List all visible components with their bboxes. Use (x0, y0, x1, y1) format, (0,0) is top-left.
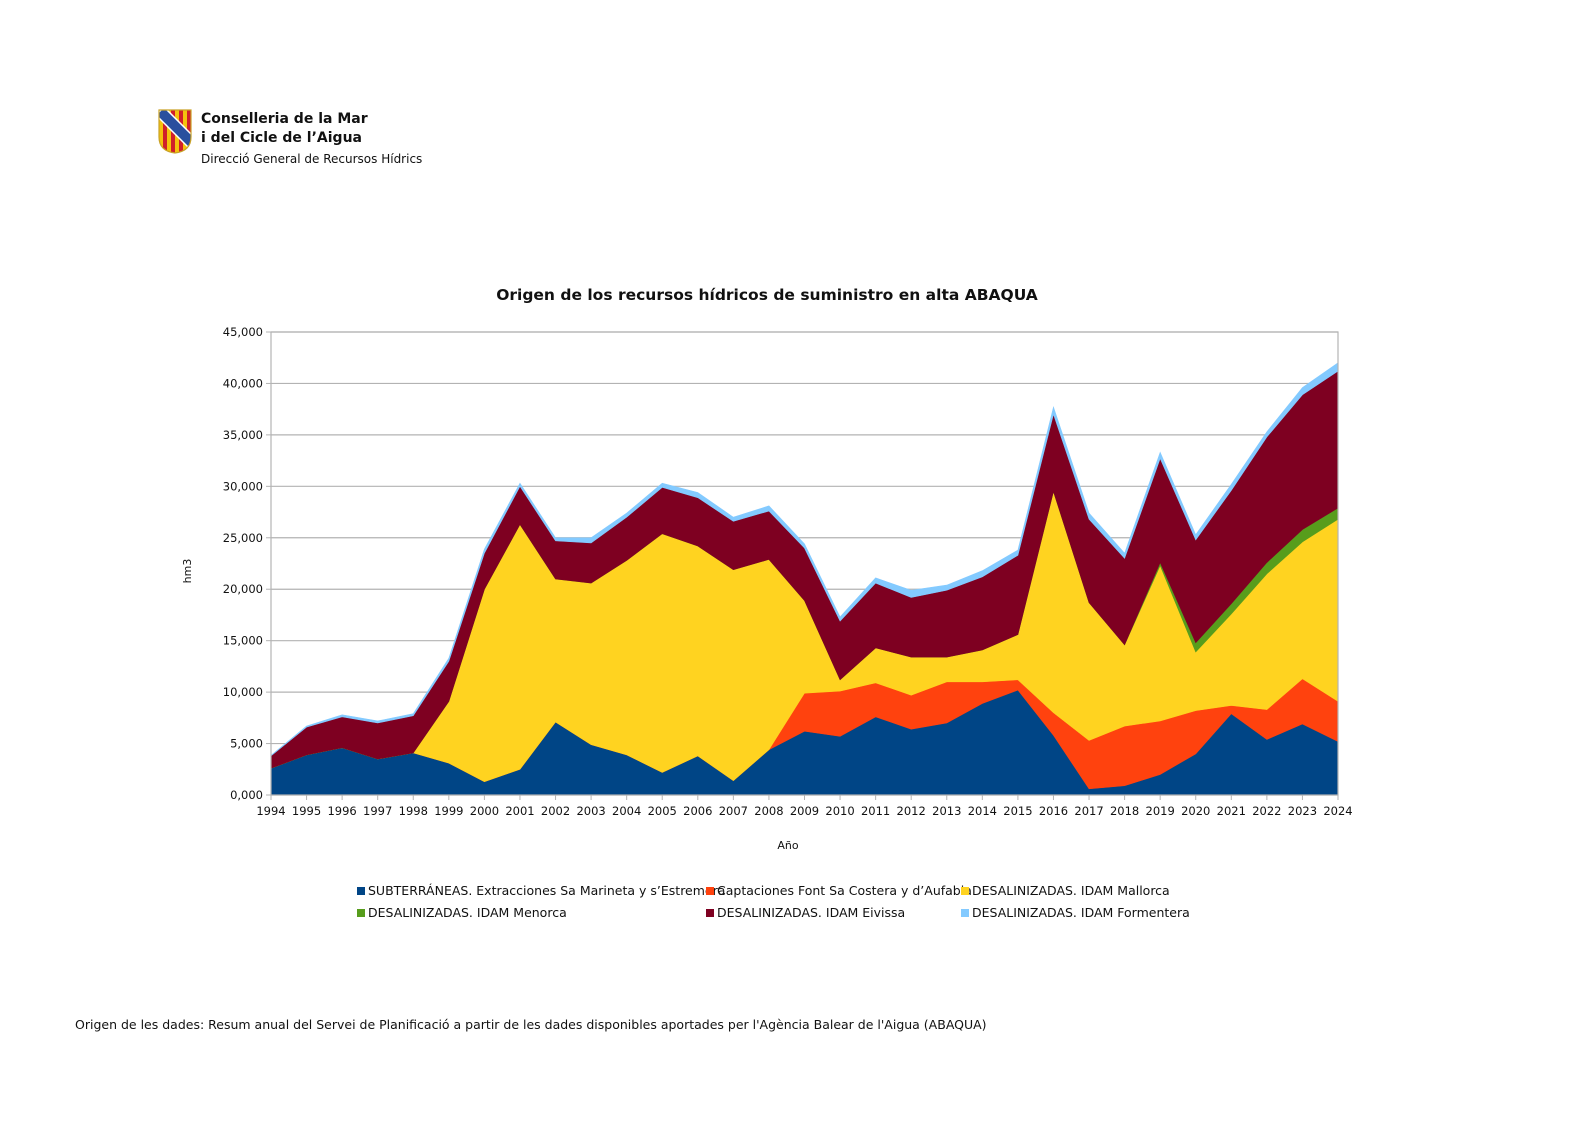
x-tick-label: 2006 (683, 804, 712, 818)
x-tick-label: 2015 (1003, 804, 1032, 818)
x-tick-label: 2012 (897, 804, 926, 818)
legend-label: DESALINIZADAS. IDAM Eivissa (717, 905, 906, 920)
y-tick-label: 45,000 (223, 325, 263, 339)
x-tick-label: 1996 (327, 804, 356, 818)
chart-title: Origen de los recursos hídricos de sumin… (496, 286, 1038, 304)
y-tick-label: 0,000 (230, 788, 263, 802)
legend-swatch (961, 887, 969, 895)
legend-label: SUBTERRÁNEAS. Extracciones Sa Marineta y… (368, 883, 726, 898)
legend-label: Captaciones Font Sa Costera y d’Aufabia (717, 883, 972, 898)
org-name-line1: Conselleria de la Mar (201, 111, 368, 127)
x-tick-label: 2019 (1146, 804, 1175, 818)
x-tick-label: 2009 (790, 804, 819, 818)
x-tick-label: 2005 (648, 804, 677, 818)
x-tick-label: 2000 (470, 804, 499, 818)
x-tick-label: 2016 (1039, 804, 1068, 818)
legend-swatch (961, 909, 969, 917)
legend-swatch (706, 887, 714, 895)
y-tick-label: 20,000 (223, 582, 263, 596)
x-tick-label: 1995 (292, 804, 321, 818)
x-tick-label: 2017 (1074, 804, 1103, 818)
x-tick-label: 1999 (434, 804, 463, 818)
legend-item: DESALINIZADAS. IDAM Eivissa (706, 905, 905, 920)
y-tick-label: 15,000 (223, 634, 263, 648)
x-tick-label: 2021 (1217, 804, 1246, 818)
x-tick-label: 2020 (1181, 804, 1210, 818)
legend-label: DESALINIZADAS. IDAM Mallorca (972, 883, 1170, 898)
x-tick-label: 2011 (861, 804, 890, 818)
x-tick-label: 2013 (932, 804, 961, 818)
x-tick-label: 1994 (256, 804, 285, 818)
y-tick-label: 10,000 (223, 685, 263, 699)
y-axis-label: hm3 (181, 559, 194, 584)
legend-item: DESALINIZADAS. IDAM Mallorca (961, 883, 1170, 898)
x-tick-label: 2004 (612, 804, 641, 818)
y-tick-label: 5,000 (230, 737, 263, 751)
y-tick-label: 40,000 (223, 376, 263, 390)
legend-swatch (357, 887, 365, 895)
legend-item: SUBTERRÁNEAS. Extracciones Sa Marineta y… (357, 883, 725, 898)
x-tick-label: 2024 (1323, 804, 1352, 818)
legend-label: DESALINIZADAS. IDAM Formentera (972, 905, 1190, 920)
x-tick-label: 2001 (505, 804, 534, 818)
x-tick-label: 2002 (541, 804, 570, 818)
legend-item: DESALINIZADAS. IDAM Formentera (961, 905, 1190, 920)
data-source-note: Origen de les dades: Resum anual del Ser… (75, 1017, 987, 1032)
x-tick-label: 2007 (719, 804, 748, 818)
org-department: Direcció General de Recursos Hídrics (201, 152, 423, 166)
org-name-line2: i del Cicle de l’Aigua (201, 130, 362, 146)
x-tick-label: 2008 (754, 804, 783, 818)
legend-swatch (706, 909, 714, 917)
x-axis-label: Año (777, 839, 798, 852)
x-tick-label: 2018 (1110, 804, 1139, 818)
legend-item: DESALINIZADAS. IDAM Menorca (357, 905, 567, 920)
legend-label: DESALINIZADAS. IDAM Menorca (368, 905, 567, 920)
y-tick-label: 25,000 (223, 531, 263, 545)
y-tick-label: 30,000 (223, 479, 263, 493)
x-tick-label: 2010 (825, 804, 854, 818)
x-tick-label: 1998 (399, 804, 428, 818)
x-tick-label: 2003 (576, 804, 605, 818)
x-tick-label: 2014 (968, 804, 997, 818)
x-tick-label: 2023 (1288, 804, 1317, 818)
x-tick-label: 1997 (363, 804, 392, 818)
balearic-coat-of-arms-logo (158, 109, 192, 154)
legend-swatch (357, 909, 365, 917)
legend-item: Captaciones Font Sa Costera y d’Aufabia (706, 883, 972, 898)
y-tick-label: 35,000 (223, 428, 263, 442)
x-tick-label: 2022 (1252, 804, 1281, 818)
